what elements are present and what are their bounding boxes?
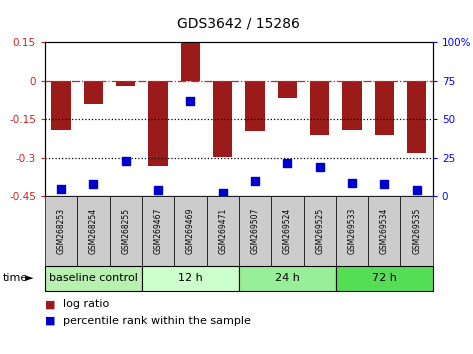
Text: ■: ■ xyxy=(45,299,55,309)
Point xyxy=(316,164,324,170)
Bar xyxy=(375,81,394,135)
Text: GSM269534: GSM269534 xyxy=(380,208,389,254)
Point xyxy=(219,190,227,196)
Bar xyxy=(407,81,426,153)
Bar xyxy=(278,81,297,98)
Text: GSM268253: GSM268253 xyxy=(57,208,66,254)
Bar xyxy=(84,81,103,104)
Text: percentile rank within the sample: percentile rank within the sample xyxy=(63,316,251,326)
Text: GSM269467: GSM269467 xyxy=(154,208,163,254)
Bar xyxy=(245,81,265,131)
Bar xyxy=(213,81,232,157)
Text: GSM269525: GSM269525 xyxy=(315,208,324,254)
Text: GSM269471: GSM269471 xyxy=(218,208,227,254)
Bar xyxy=(310,81,329,135)
Text: GSM269535: GSM269535 xyxy=(412,208,421,254)
Text: GSM269469: GSM269469 xyxy=(186,208,195,254)
Point xyxy=(284,160,291,165)
Text: baseline control: baseline control xyxy=(49,273,138,283)
Text: ►: ► xyxy=(25,273,33,283)
Bar xyxy=(181,42,200,81)
Text: ■: ■ xyxy=(45,316,55,326)
Point xyxy=(380,181,388,187)
Point xyxy=(122,158,130,164)
Point xyxy=(251,178,259,184)
Point xyxy=(413,188,420,193)
Text: GSM269533: GSM269533 xyxy=(348,208,357,254)
Point xyxy=(57,186,65,192)
Point xyxy=(154,188,162,193)
Text: GSM269507: GSM269507 xyxy=(251,208,260,254)
Point xyxy=(348,180,356,185)
Text: 24 h: 24 h xyxy=(275,273,300,283)
Text: GSM268254: GSM268254 xyxy=(89,208,98,254)
Bar xyxy=(116,81,135,86)
Text: 12 h: 12 h xyxy=(178,273,203,283)
Bar xyxy=(342,81,362,130)
Bar xyxy=(52,81,71,130)
Point xyxy=(186,98,194,104)
Text: time: time xyxy=(2,273,27,283)
Text: GSM268255: GSM268255 xyxy=(121,208,130,254)
Text: log ratio: log ratio xyxy=(63,299,109,309)
Text: 72 h: 72 h xyxy=(372,273,397,283)
Text: GDS3642 / 15286: GDS3642 / 15286 xyxy=(177,16,300,30)
Text: GSM269524: GSM269524 xyxy=(283,208,292,254)
Point xyxy=(90,181,97,187)
Bar xyxy=(149,81,168,166)
